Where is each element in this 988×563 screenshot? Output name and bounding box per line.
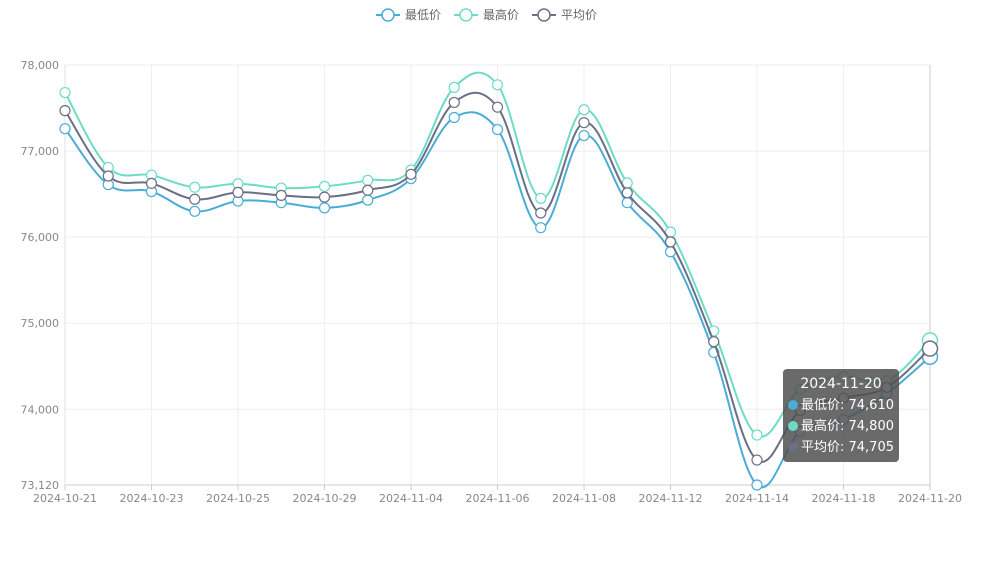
- y-tick-label: 76,000: [21, 231, 60, 244]
- legend-label: 最高价: [483, 7, 519, 22]
- data-point[interactable]: [751, 429, 763, 441]
- data-point[interactable]: [751, 479, 763, 491]
- legend-item[interactable]: 平均价: [532, 8, 597, 22]
- legend-marker: [459, 8, 473, 22]
- data-point[interactable]: [621, 197, 633, 209]
- y-tick-label: 75,000: [21, 317, 60, 330]
- y-tick-label: 73,120: [21, 479, 60, 492]
- series-line[interactable]: [64, 111, 931, 489]
- x-tick-label: 2024-10-21: [33, 492, 97, 505]
- data-point[interactable]: [664, 236, 677, 248]
- data-point[interactable]: [318, 180, 331, 192]
- x-tick-label: 2024-10-29: [293, 492, 357, 505]
- data-point[interactable]: [491, 79, 504, 91]
- x-tick-label: 2024-11-14: [725, 492, 789, 505]
- series-group[interactable]: [59, 71, 939, 491]
- tooltip: 2024-11-20 最低价: 74,610 最高价: 74,800 平均价: …: [783, 369, 899, 462]
- data-point[interactable]: [232, 186, 244, 198]
- tooltip-text-high: 最高价: 74,800: [801, 419, 894, 434]
- tooltip-row-avg: 平均价: 74,705: [783, 437, 899, 458]
- data-point[interactable]: [362, 174, 374, 186]
- data-point[interactable]: [535, 222, 547, 234]
- tooltip-dot-low: [788, 400, 798, 410]
- legend-marker: [537, 8, 551, 22]
- data-point[interactable]: [535, 207, 547, 219]
- x-tick-label: 2024-11-18: [812, 492, 876, 505]
- data-point[interactable]: [491, 101, 504, 113]
- data-point[interactable]: [189, 181, 201, 193]
- data-point[interactable]: [189, 193, 201, 205]
- x-tick-label: 2024-11-20: [898, 492, 962, 505]
- series-line[interactable]: [64, 71, 931, 438]
- legend-label: 平均价: [561, 8, 597, 22]
- tooltip-text-avg: 平均价: 74,705: [801, 440, 894, 455]
- x-tick-label: 2024-11-12: [639, 492, 703, 505]
- data-point[interactable]: [621, 187, 633, 199]
- grid: [64, 64, 931, 486]
- legend-item[interactable]: 最高价: [454, 7, 519, 22]
- data-point[interactable]: [448, 111, 460, 124]
- data-point[interactable]: [535, 192, 547, 205]
- data-point[interactable]: [362, 194, 374, 206]
- data-point[interactable]: [405, 168, 417, 180]
- data-point[interactable]: [921, 340, 939, 357]
- x-tick-label: 2024-10-23: [120, 492, 184, 505]
- y-tick-label: 74,000: [21, 403, 60, 416]
- data-point[interactable]: [448, 81, 460, 93]
- tooltip-row-low: 最低价: 74,610: [783, 395, 899, 416]
- legend-marker: [381, 8, 395, 22]
- data-point[interactable]: [362, 184, 374, 196]
- data-point[interactable]: [145, 177, 158, 189]
- data-point[interactable]: [578, 117, 590, 129]
- tooltip-dot-high: [788, 421, 798, 431]
- legend[interactable]: 最低价 最高价 平均价: [376, 7, 597, 22]
- x-tick-label: 2024-10-25: [206, 492, 270, 505]
- data-point[interactable]: [318, 191, 331, 203]
- x-tick-label: 2024-11-06: [466, 492, 530, 505]
- x-tick-label: 2024-11-08: [552, 492, 616, 505]
- axes: 73,120 74,000 75,000 76,000 77,000 78,000 2024…: [21, 59, 962, 505]
- data-point[interactable]: [59, 105, 71, 117]
- data-point[interactable]: [59, 123, 71, 135]
- tooltip-text-low: 最低价: 74,610: [801, 398, 894, 413]
- y-tick-label: 77,000: [21, 145, 60, 158]
- x-tick-label: 2024-11-04: [379, 492, 443, 505]
- data-point[interactable]: [491, 123, 504, 136]
- legend-label: 最低价: [405, 8, 441, 22]
- tooltip-dot-avg: [788, 442, 798, 452]
- legend-item[interactable]: 最低价: [376, 8, 441, 22]
- data-point[interactable]: [708, 336, 720, 348]
- data-point[interactable]: [102, 170, 114, 182]
- tooltip-title: 2024-11-20: [800, 376, 882, 392]
- data-point[interactable]: [275, 189, 287, 201]
- data-point[interactable]: [448, 96, 460, 109]
- data-point[interactable]: [751, 454, 763, 466]
- tooltip-row-high: 最高价: 74,800: [783, 416, 899, 437]
- data-point[interactable]: [578, 129, 590, 142]
- data-point[interactable]: [59, 86, 71, 99]
- data-point[interactable]: [578, 104, 590, 116]
- data-point[interactable]: [318, 202, 331, 214]
- data-point[interactable]: [189, 205, 201, 217]
- series-line[interactable]: [64, 91, 931, 463]
- y-tick-label: 78,000: [21, 59, 60, 72]
